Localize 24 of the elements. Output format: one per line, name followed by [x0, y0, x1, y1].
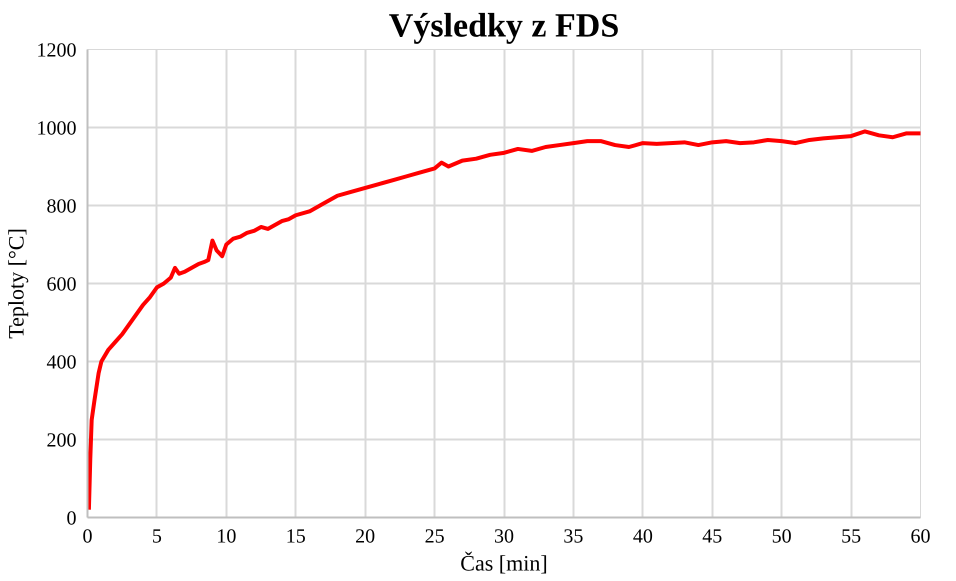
- x-tick-label: 30: [494, 526, 514, 548]
- x-tick-label: 60: [910, 526, 930, 548]
- x-axis-title: Čas [min]: [460, 550, 548, 576]
- y-tick-label: 1000: [36, 118, 76, 140]
- x-tick-label: 50: [772, 526, 792, 548]
- y-tick-label: 600: [46, 274, 76, 296]
- x-tick-label: 15: [286, 526, 306, 548]
- x-tick-label: 40: [632, 526, 653, 548]
- y-tick-label: 400: [46, 352, 76, 374]
- y-axis-title: Teploty [°C]: [4, 228, 28, 339]
- x-tick-label: 5: [152, 526, 162, 548]
- y-tick-label: 0: [66, 508, 76, 530]
- x-tick-label: 25: [424, 526, 445, 548]
- x-tick-label: 20: [355, 526, 376, 548]
- chart-title: Výsledky z FDS: [388, 8, 620, 44]
- x-tick-label: 55: [841, 526, 862, 548]
- line-series: [88, 129, 920, 512]
- x-tick-label: 45: [702, 526, 722, 548]
- x-tick-label: 10: [216, 526, 236, 548]
- x-tick-label: 35: [563, 526, 584, 548]
- y-tick-label: 800: [46, 196, 76, 218]
- y-tick-label: 1200: [36, 40, 76, 62]
- x-tick-label: 0: [82, 526, 92, 548]
- y-tick-label: 200: [46, 430, 76, 452]
